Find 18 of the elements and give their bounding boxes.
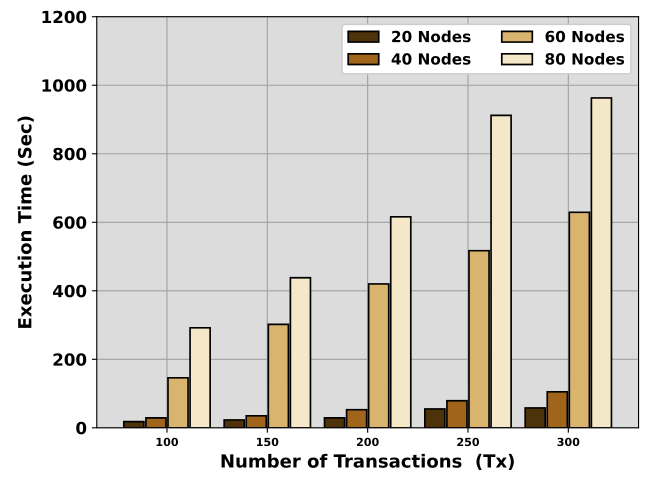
x-tick-label: 150	[256, 438, 278, 446]
y-tick-label: 800	[53, 148, 86, 160]
x-tick-label: 200	[356, 438, 379, 446]
y-tick-label: 1200	[42, 10, 86, 24]
legend-label: 80 Nodes	[545, 52, 624, 65]
x-tick-label: 100	[156, 438, 178, 446]
y-tick-label: 0	[76, 422, 86, 434]
y-tick-label: 600	[53, 216, 86, 229]
x-tick-label: 300	[557, 438, 580, 446]
y-tick-label: 200	[54, 353, 86, 366]
y-tick-label: 1000	[42, 79, 86, 92]
x-tick-label: 250	[457, 438, 480, 446]
legend-label: 40 Nodes	[392, 52, 470, 65]
x-axis-title: Number of Transactions (Tx)	[222, 454, 514, 470]
y-axis-title: Execution Time (Sec)	[18, 116, 34, 328]
legend-label: 60 Nodes	[545, 30, 624, 42]
y-tick-label: 400	[52, 284, 86, 298]
legend-label: 20 Nodes	[392, 30, 470, 42]
